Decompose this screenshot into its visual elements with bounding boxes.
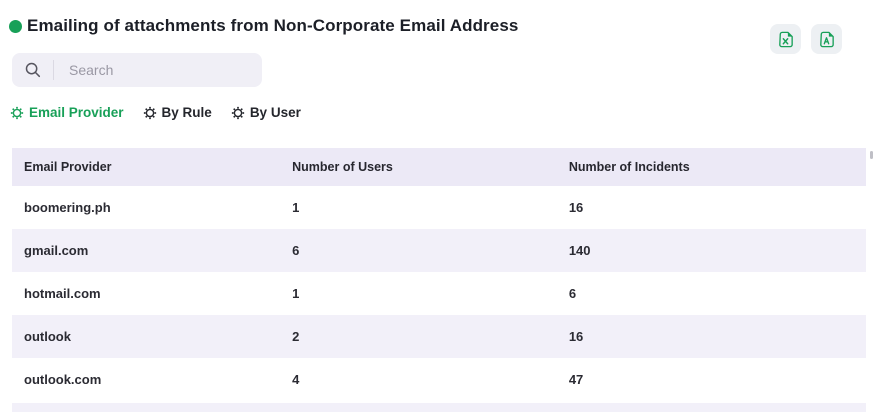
search-bar[interactable] xyxy=(12,53,262,87)
table-row[interactable]: gmail.com 6 140 xyxy=(12,229,866,272)
column-header-number-of-users: Number of Users xyxy=(292,160,393,174)
scrollbar-thumb[interactable] xyxy=(870,151,873,159)
cell-incidents: 6 xyxy=(568,286,577,301)
export-pdf-button[interactable] xyxy=(811,24,842,54)
tab-label: By Rule xyxy=(161,105,212,120)
search-input[interactable] xyxy=(54,53,262,87)
status-dot-icon xyxy=(9,20,22,33)
cell-provider: boomering.ph xyxy=(24,200,111,215)
export-buttons-group xyxy=(770,24,842,54)
cell-incidents: 47 xyxy=(568,372,584,387)
cell-provider: outlook xyxy=(24,329,71,344)
cell-users: 1 xyxy=(292,200,300,215)
page-title: Emailing of attachments from Non-Corpora… xyxy=(27,16,519,35)
table-row[interactable]: outlook.com 4 47 xyxy=(12,358,866,401)
filter-tabs: Email Provider By Rule xyxy=(10,105,301,120)
tab-by-rule[interactable]: By Rule xyxy=(143,105,212,120)
excel-file-icon xyxy=(779,31,793,47)
cell-users: 4 xyxy=(292,372,300,387)
cell-incidents: 140 xyxy=(568,243,591,258)
table-row[interactable]: boomering.ph 1 16 xyxy=(12,186,866,229)
tab-label: By User xyxy=(249,105,301,120)
cell-provider: hotmail.com xyxy=(24,286,101,301)
table-header-row: Email Provider Number of Users Number of… xyxy=(12,148,866,186)
column-header-email-provider: Email Provider xyxy=(24,160,112,174)
gear-icon xyxy=(10,106,24,119)
search-divider xyxy=(53,60,54,80)
tab-label: Email Provider xyxy=(29,105,124,120)
cell-provider: gmail.com xyxy=(24,243,89,258)
gear-icon xyxy=(143,106,156,119)
pdf-file-icon xyxy=(820,31,834,47)
table-row[interactable]: outlook 2 16 xyxy=(12,315,866,358)
gear-icon xyxy=(231,106,244,119)
incidents-table: Email Provider Number of Users Number of… xyxy=(12,148,866,412)
column-header-number-of-incidents: Number of Incidents xyxy=(568,160,690,174)
table-row-partial xyxy=(12,403,866,412)
cell-incidents: 16 xyxy=(568,329,584,344)
cell-incidents: 16 xyxy=(568,200,584,215)
cell-users: 1 xyxy=(292,286,300,301)
cell-users: 6 xyxy=(292,243,300,258)
table-row[interactable]: hotmail.com 1 6 xyxy=(12,272,866,315)
cell-provider: outlook.com xyxy=(24,372,102,387)
tab-email-provider[interactable]: Email Provider xyxy=(10,105,124,120)
export-excel-button[interactable] xyxy=(770,24,801,54)
tab-by-user[interactable]: By User xyxy=(231,105,301,120)
cell-users: 2 xyxy=(292,329,300,344)
search-icon xyxy=(25,62,41,78)
